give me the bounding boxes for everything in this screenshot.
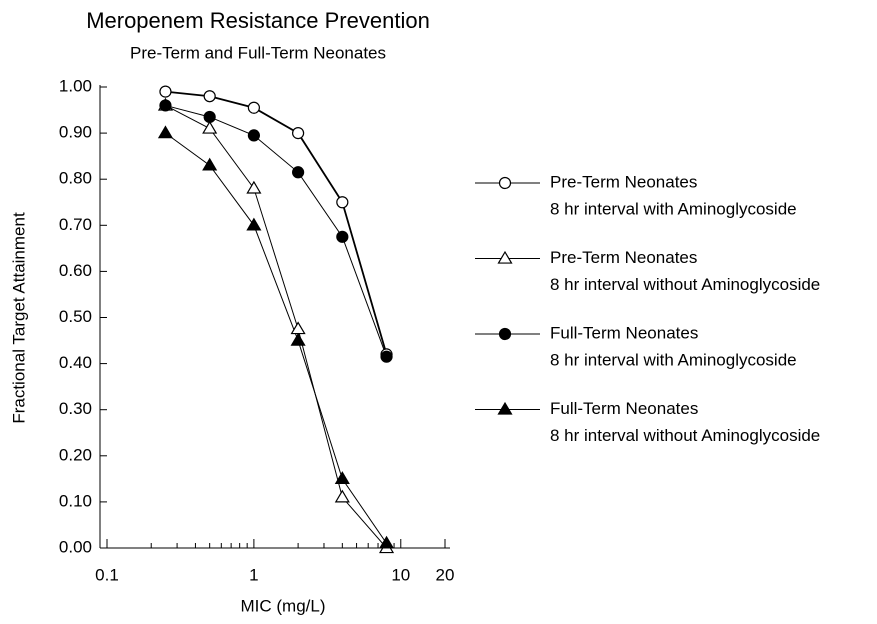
legend-label: Pre-Term Neonates <box>550 248 697 267</box>
y-tick-label: 0.10 <box>59 491 92 510</box>
x-tick-label: 10 <box>391 565 410 584</box>
series-line <box>165 104 387 549</box>
marker <box>246 217 262 231</box>
marker <box>159 99 172 112</box>
legend-marker <box>497 401 513 415</box>
y-tick-label: 1.00 <box>59 76 92 95</box>
marker <box>378 535 395 549</box>
marker <box>290 332 306 346</box>
marker <box>336 230 349 243</box>
chart-subtitle: Pre-Term and Full-Term Neonates <box>130 43 386 62</box>
series-line <box>165 132 387 544</box>
y-tick-label: 0.40 <box>59 353 92 372</box>
marker <box>157 125 174 139</box>
marker <box>202 157 218 171</box>
y-tick-label: 0.00 <box>59 537 92 556</box>
y-axis-label: Fractional Target Attainment <box>9 212 28 424</box>
marker <box>203 110 216 124</box>
y-tick-label: 0.20 <box>59 445 92 464</box>
y-tick-label: 0.70 <box>59 215 92 234</box>
marker <box>247 101 260 114</box>
marker <box>336 196 349 209</box>
y-tick-label: 0.50 <box>59 307 92 326</box>
marker <box>292 127 305 140</box>
chart-title: Meropenem Resistance Prevention <box>86 8 430 33</box>
marker <box>202 120 218 134</box>
marker <box>247 129 260 142</box>
series-line <box>165 90 388 355</box>
y-tick-label: 0.90 <box>59 123 92 142</box>
marker <box>159 85 172 98</box>
marker <box>203 90 216 103</box>
marker <box>292 166 305 179</box>
series-line <box>165 104 388 357</box>
legend-detail: 8 hr interval without Aminoglycoside <box>550 426 820 445</box>
legend-marker <box>498 327 512 341</box>
legend-label: Full-Term Neonates <box>550 399 698 418</box>
legend-detail: 8 hr interval with Aminoglycoside <box>550 350 797 369</box>
y-tick-label: 0.30 <box>59 399 92 418</box>
y-tick-label: 0.80 <box>59 169 92 188</box>
legend-marker <box>497 250 513 264</box>
marker <box>380 350 393 363</box>
x-tick-label: 1 <box>249 565 258 584</box>
marker <box>334 489 350 503</box>
marker <box>334 471 350 484</box>
legend-detail: 8 hr interval without Aminoglycoside <box>550 275 820 294</box>
x-tick-label: 20 <box>436 565 455 584</box>
y-tick-label: 0.60 <box>59 261 92 280</box>
legend-detail: 8 hr interval with Aminoglycoside <box>550 199 797 218</box>
x-axis-label: MIC (mg/L) <box>241 596 326 615</box>
x-tick-label: 0.1 <box>95 565 119 584</box>
legend-marker <box>498 176 512 190</box>
marker <box>246 180 262 194</box>
legend-label: Pre-Term Neonates <box>550 172 697 191</box>
legend-label: Full-Term Neonates <box>550 323 698 342</box>
